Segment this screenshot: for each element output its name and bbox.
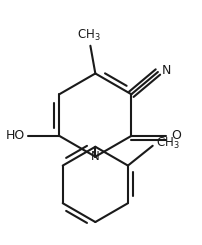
Text: HO: HO: [5, 129, 25, 142]
Text: CH$_3$: CH$_3$: [156, 136, 179, 151]
Text: CH$_3$: CH$_3$: [77, 28, 100, 43]
Text: N: N: [162, 63, 171, 76]
Text: N: N: [91, 150, 100, 163]
Text: O: O: [171, 129, 181, 142]
